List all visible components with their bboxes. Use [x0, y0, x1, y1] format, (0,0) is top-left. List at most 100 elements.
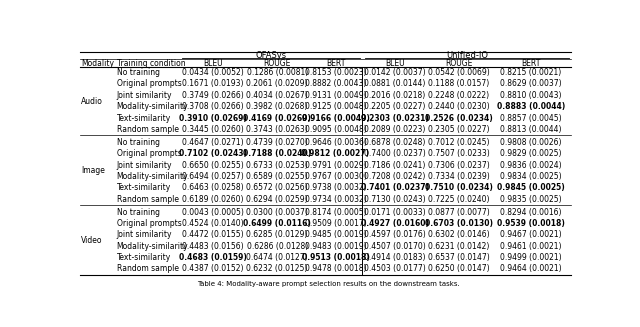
- Text: 0.9131 (0.0049): 0.9131 (0.0049): [305, 91, 366, 100]
- Text: 0.9509 (0.0017): 0.9509 (0.0017): [305, 219, 366, 228]
- Text: 0.9812 (0.0027): 0.9812 (0.0027): [301, 149, 369, 158]
- Text: BERT: BERT: [521, 59, 541, 68]
- Text: Modality: Modality: [81, 59, 114, 68]
- Text: No training: No training: [116, 208, 160, 216]
- Text: 0.0142 (0.0037): 0.0142 (0.0037): [364, 68, 426, 77]
- Text: 0.0542 (0.0069): 0.0542 (0.0069): [428, 68, 490, 77]
- Text: 0.6494 (0.0257): 0.6494 (0.0257): [182, 172, 244, 181]
- Text: Modality-similarity: Modality-similarity: [116, 172, 188, 181]
- Text: Training condition: Training condition: [116, 59, 186, 68]
- Text: 0.1188 (0.0157): 0.1188 (0.0157): [428, 79, 490, 89]
- Text: 0.4034 (0.0267): 0.4034 (0.0267): [246, 91, 308, 100]
- Text: Table 4: Modality-aware prompt selection results on the downstream tasks.: Table 4: Modality-aware prompt selection…: [196, 281, 460, 287]
- Text: 0.8153 (0.0023): 0.8153 (0.0023): [305, 68, 366, 77]
- Text: Text-similarity: Text-similarity: [116, 253, 171, 262]
- Text: 0.9646 (0.0036): 0.9646 (0.0036): [305, 138, 366, 147]
- Text: 0.9836 (0.0024): 0.9836 (0.0024): [500, 161, 562, 170]
- Text: Video: Video: [81, 236, 102, 245]
- Text: 0.4683 (0.0159): 0.4683 (0.0159): [179, 253, 246, 262]
- Text: 0.3708 (0.0266): 0.3708 (0.0266): [182, 102, 243, 111]
- Text: ROUGE: ROUGE: [445, 59, 472, 68]
- Text: 0.7510 (0.0234): 0.7510 (0.0234): [425, 183, 493, 192]
- Text: Original prompts: Original prompts: [116, 219, 182, 228]
- Text: 0.9845 (0.0025): 0.9845 (0.0025): [497, 183, 564, 192]
- Text: 0.0881 (0.0144): 0.0881 (0.0144): [364, 79, 426, 89]
- Text: 0.9791 (0.0029): 0.9791 (0.0029): [305, 161, 366, 170]
- Text: 0.2061 (0.0209): 0.2061 (0.0209): [246, 79, 308, 89]
- Text: 0.1671 (0.0193): 0.1671 (0.0193): [182, 79, 243, 89]
- Text: 0.6733 (0.0253): 0.6733 (0.0253): [246, 161, 308, 170]
- Text: 0.6463 (0.0258): 0.6463 (0.0258): [182, 183, 243, 192]
- Text: 0.2526 (0.0234): 0.2526 (0.0234): [425, 114, 493, 123]
- Text: 0.4503 (0.0177): 0.4503 (0.0177): [364, 265, 426, 273]
- Text: 0.9829 (0.0025): 0.9829 (0.0025): [500, 149, 562, 158]
- Text: 0.0434 (0.0052): 0.0434 (0.0052): [182, 68, 244, 77]
- Text: 0.9539 (0.0018): 0.9539 (0.0018): [497, 219, 565, 228]
- Text: 0.4739 (0.0270): 0.4739 (0.0270): [246, 138, 308, 147]
- Text: 0.9834 (0.0025): 0.9834 (0.0025): [500, 172, 562, 181]
- Text: 0.8810 (0.0043): 0.8810 (0.0043): [500, 91, 562, 100]
- Text: 0.6294 (0.0259): 0.6294 (0.0259): [246, 195, 308, 204]
- Text: BLEU: BLEU: [203, 59, 223, 68]
- Text: 0.7306 (0.0237): 0.7306 (0.0237): [428, 161, 490, 170]
- Text: 0.6474 (0.0127): 0.6474 (0.0127): [246, 253, 308, 262]
- Text: Joint similarity: Joint similarity: [116, 91, 172, 100]
- Text: 0.7400 (0.0237): 0.7400 (0.0237): [364, 149, 426, 158]
- Text: No training: No training: [116, 68, 160, 77]
- Text: Random sample: Random sample: [116, 125, 179, 134]
- Text: 0.9467 (0.0021): 0.9467 (0.0021): [500, 230, 562, 239]
- Text: Text-similarity: Text-similarity: [116, 183, 171, 192]
- Text: 0.4927 (0.0160): 0.4927 (0.0160): [361, 219, 429, 228]
- Text: 0.6250 (0.0147): 0.6250 (0.0147): [428, 265, 490, 273]
- Text: 0.6650 (0.0255): 0.6650 (0.0255): [182, 161, 244, 170]
- Text: 0.7334 (0.0239): 0.7334 (0.0239): [428, 172, 490, 181]
- Text: 0.8857 (0.0045): 0.8857 (0.0045): [500, 114, 562, 123]
- Text: 0.4387 (0.0152): 0.4387 (0.0152): [182, 265, 243, 273]
- Text: 0.4647 (0.0271): 0.4647 (0.0271): [182, 138, 243, 147]
- Text: 0.8294 (0.0016): 0.8294 (0.0016): [500, 208, 562, 216]
- Text: 0.7507 (0.0233): 0.7507 (0.0233): [428, 149, 490, 158]
- Text: 0.7012 (0.0245): 0.7012 (0.0245): [428, 138, 490, 147]
- Text: 0.6189 (0.0260): 0.6189 (0.0260): [182, 195, 243, 204]
- Text: ROUGE: ROUGE: [264, 59, 291, 68]
- Text: Modality-similarity: Modality-similarity: [116, 242, 188, 251]
- Text: 0.8882 (0.0043): 0.8882 (0.0043): [305, 79, 366, 89]
- Text: 0.9835 (0.0025): 0.9835 (0.0025): [500, 195, 562, 204]
- Text: 0.6499 (0.0116): 0.6499 (0.0116): [243, 219, 311, 228]
- Text: No training: No training: [116, 138, 160, 147]
- Text: 0.7401 (0.0237): 0.7401 (0.0237): [361, 183, 429, 192]
- Text: 0.2440 (0.0230): 0.2440 (0.0230): [428, 102, 490, 111]
- Text: 0.9513 (0.0018): 0.9513 (0.0018): [301, 253, 369, 262]
- Text: 0.0877 (0.0077): 0.0877 (0.0077): [428, 208, 490, 216]
- Text: 0.1286 (0.0081): 0.1286 (0.0081): [246, 68, 308, 77]
- Text: Image: Image: [81, 166, 105, 175]
- Text: 0.8215 (0.0021): 0.8215 (0.0021): [500, 68, 561, 77]
- Text: 0.7186 (0.0241): 0.7186 (0.0241): [364, 161, 426, 170]
- Text: 0.8629 (0.0037): 0.8629 (0.0037): [500, 79, 562, 89]
- Text: 0.3749 (0.0266): 0.3749 (0.0266): [182, 91, 244, 100]
- Text: 0.8174 (0.0005): 0.8174 (0.0005): [305, 208, 366, 216]
- Text: 0.7188 (0.0240): 0.7188 (0.0240): [243, 149, 311, 158]
- Text: 0.2303 (0.0231): 0.2303 (0.0231): [361, 114, 429, 123]
- Text: 0.6231 (0.0142): 0.6231 (0.0142): [428, 242, 490, 251]
- Text: 0.4169 (0.0269): 0.4169 (0.0269): [243, 114, 311, 123]
- Text: 0.2016 (0.0218): 0.2016 (0.0218): [364, 91, 426, 100]
- Text: 0.2089 (0.0223): 0.2089 (0.0223): [364, 125, 426, 134]
- Text: 0.0043 (0.0005): 0.0043 (0.0005): [182, 208, 244, 216]
- Text: Joint similarity: Joint similarity: [116, 161, 172, 170]
- Text: 0.9125 (0.0048): 0.9125 (0.0048): [305, 102, 366, 111]
- Text: 0.7225 (0.0240): 0.7225 (0.0240): [428, 195, 490, 204]
- Text: 0.0171 (0.0033): 0.0171 (0.0033): [364, 208, 426, 216]
- Text: 0.9166 (0.0049): 0.9166 (0.0049): [301, 114, 369, 123]
- Text: 0.3982 (0.0268): 0.3982 (0.0268): [246, 102, 308, 111]
- Text: Random sample: Random sample: [116, 195, 179, 204]
- Text: 0.9483 (0.0019): 0.9483 (0.0019): [305, 242, 366, 251]
- Text: 0.6302 (0.0146): 0.6302 (0.0146): [428, 230, 490, 239]
- Text: 0.6878 (0.0248): 0.6878 (0.0248): [364, 138, 426, 147]
- Text: 0.6285 (0.0129): 0.6285 (0.0129): [246, 230, 308, 239]
- Text: 0.6537 (0.0147): 0.6537 (0.0147): [428, 253, 490, 262]
- Text: 0.3743 (0.0263): 0.3743 (0.0263): [246, 125, 308, 134]
- Text: BERT: BERT: [326, 59, 345, 68]
- Text: 0.3445 (0.0260): 0.3445 (0.0260): [182, 125, 244, 134]
- Text: 0.6232 (0.0125): 0.6232 (0.0125): [246, 265, 308, 273]
